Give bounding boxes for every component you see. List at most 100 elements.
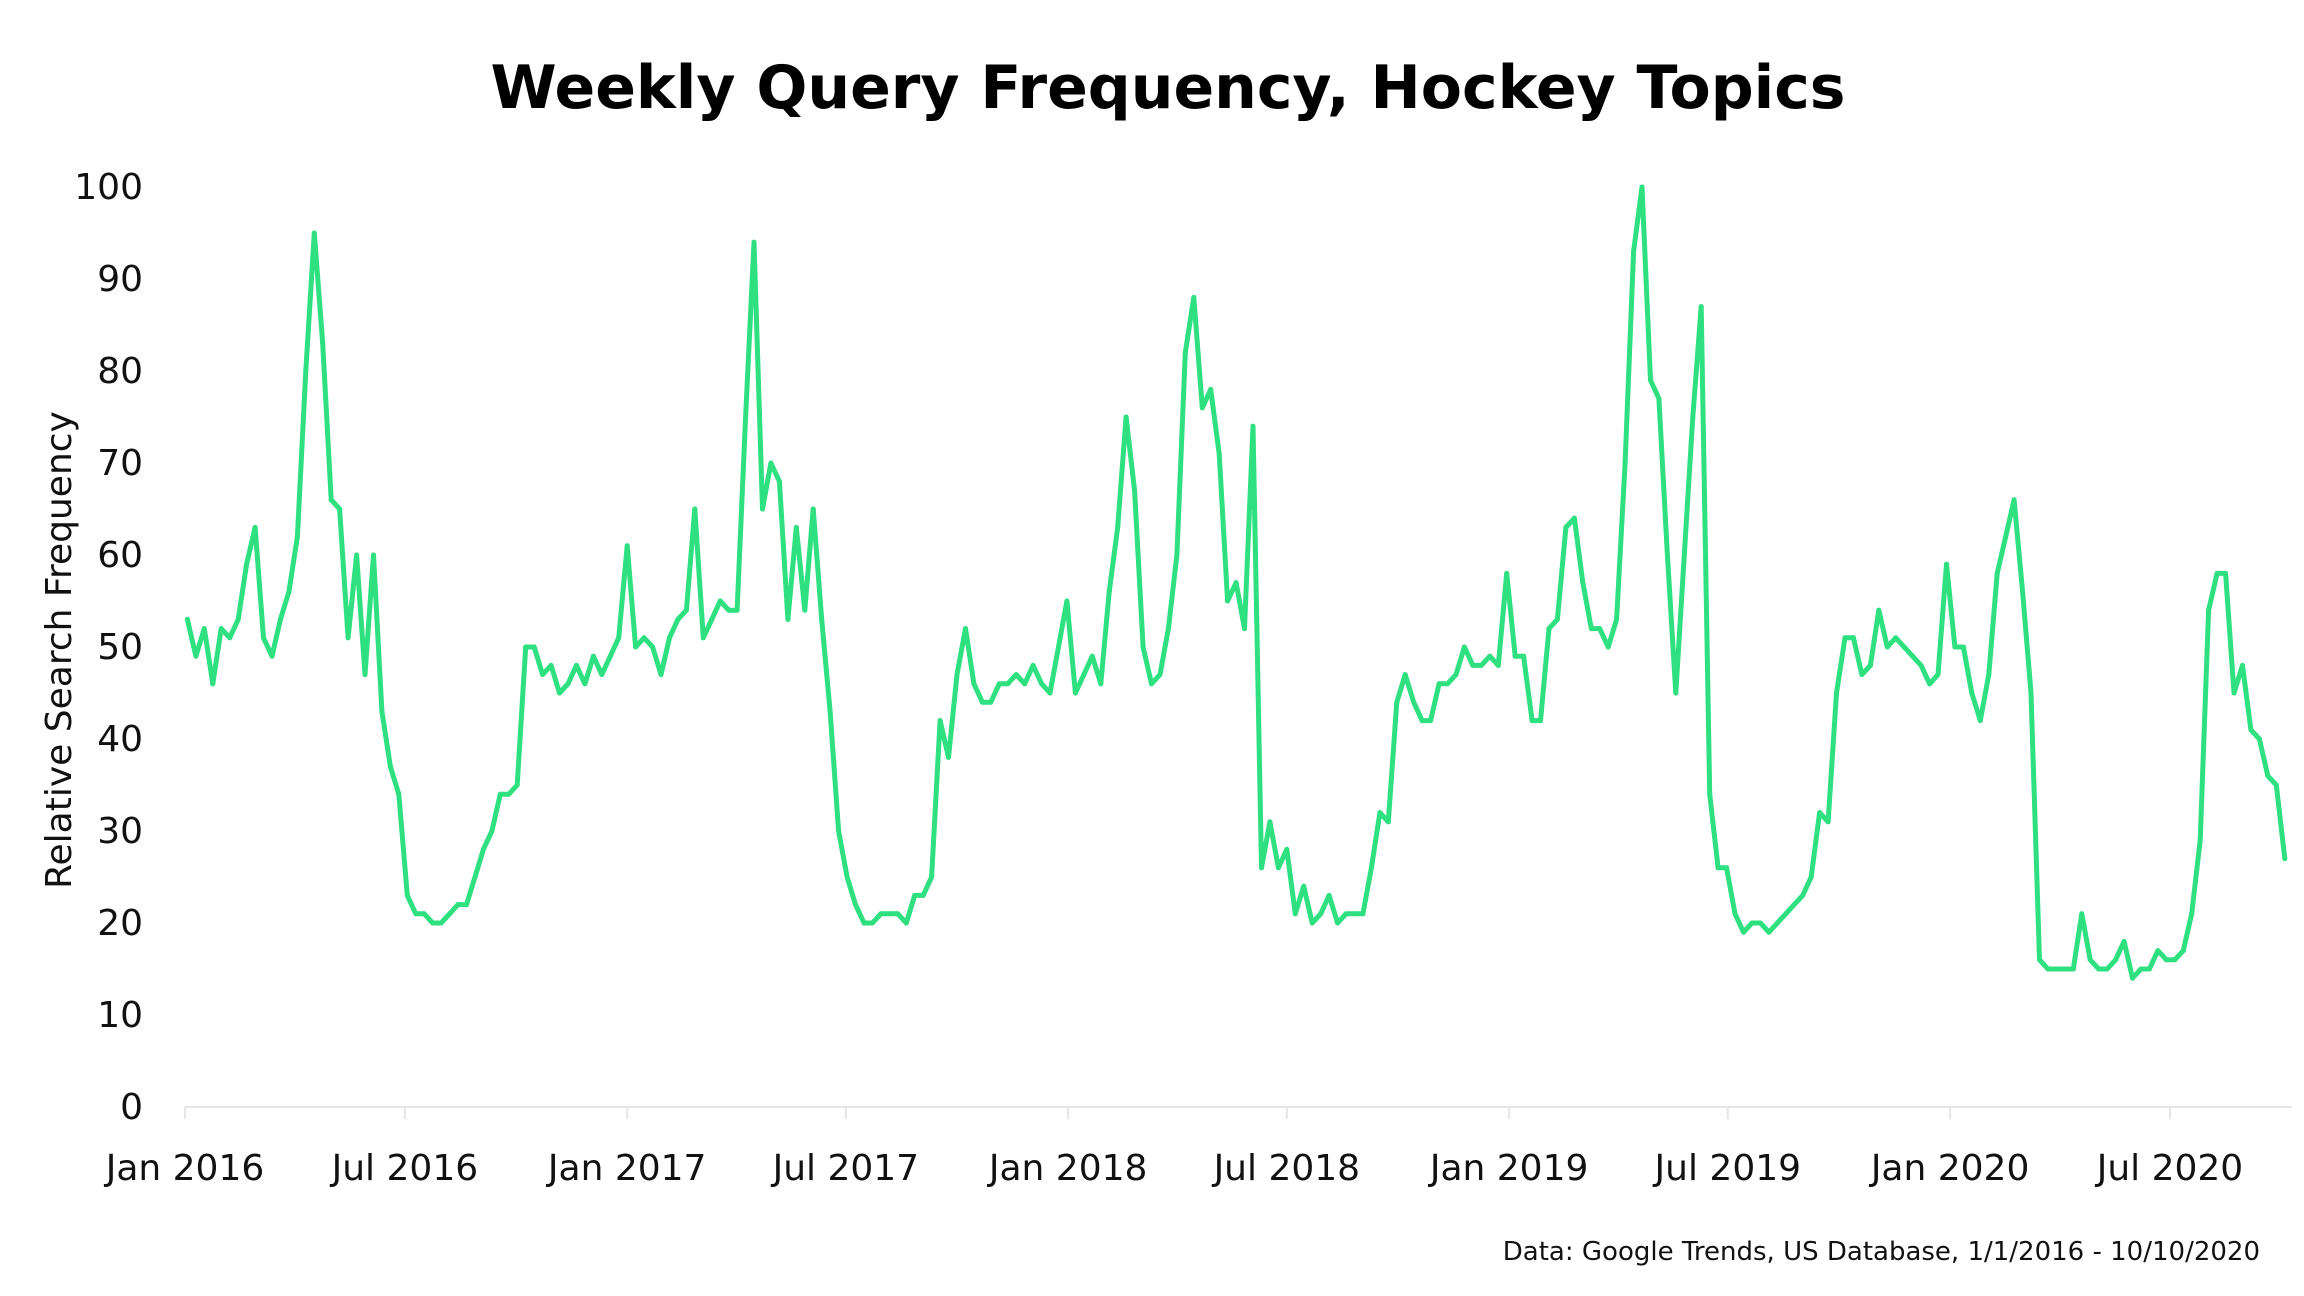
data-point: [1597, 626, 1603, 632]
data-point: [311, 230, 317, 236]
data-point: [396, 791, 402, 797]
data-point: [1859, 672, 1865, 678]
data-point: [1977, 718, 1983, 724]
data-point: [692, 506, 698, 512]
data-point: [1732, 911, 1738, 917]
data-point: [1098, 681, 1104, 687]
data-point: [1461, 644, 1467, 650]
data-point: [1368, 865, 1374, 871]
data-point: [1834, 690, 1839, 696]
data-point: [886, 911, 892, 917]
x-tick-label: Jul 2016: [330, 1148, 479, 1189]
data-point: [1487, 653, 1493, 659]
data-point: [371, 552, 376, 558]
data-point: [1385, 819, 1391, 825]
x-tick-label: Jan 2017: [546, 1148, 707, 1189]
data-point: [861, 920, 867, 926]
data-point: [1216, 451, 1222, 457]
data-point: [1741, 929, 1746, 935]
data-point: [1301, 883, 1307, 889]
data-point: [810, 506, 816, 512]
data-point: [1047, 690, 1053, 696]
data-point: [2240, 662, 2245, 668]
data-point: [2003, 534, 2009, 540]
data-point: [607, 653, 613, 659]
x-tick-label: Jul 2019: [1653, 1148, 1802, 1189]
data-point: [2180, 948, 2186, 954]
data-point: [1969, 690, 1975, 696]
data-point: [1681, 552, 1687, 558]
data-point: [447, 911, 453, 917]
data-point: [455, 902, 461, 908]
data-point: [1233, 580, 1239, 586]
data-point: [2214, 570, 2220, 576]
data-point: [480, 846, 486, 852]
data-point: [1605, 644, 1611, 650]
data-point: [286, 589, 292, 595]
data-point: [836, 828, 842, 834]
y-tick-label: 20: [97, 903, 143, 944]
data-point: [1910, 653, 1916, 659]
data-point: [633, 644, 639, 650]
x-tick-label: Jan 2020: [1869, 1148, 2030, 1189]
data-point: [599, 672, 605, 678]
data-point: [946, 754, 951, 760]
data-point: [362, 672, 368, 678]
data-point: [853, 902, 858, 908]
data-point: [1495, 662, 1501, 668]
data-point: [438, 920, 444, 926]
y-axis-label: Relative Search Frequency: [39, 411, 80, 889]
data-point: [2282, 856, 2288, 862]
data-point: [1766, 929, 1772, 935]
data-point: [1639, 184, 1645, 190]
data-point: [328, 497, 334, 503]
data-point: [506, 791, 512, 797]
x-tick-label: Jul 2017: [771, 1148, 920, 1189]
data-point: [1867, 662, 1873, 668]
data-point: [345, 635, 351, 641]
data-point: [1673, 690, 1679, 696]
data-point: [641, 635, 647, 641]
data-point: [387, 764, 393, 770]
data-point: [1884, 644, 1890, 650]
x-tick-label: Jan 2018: [987, 1148, 1148, 1189]
data-point: [531, 644, 537, 650]
data-point: [929, 874, 935, 880]
data-point: [2011, 497, 2017, 503]
y-tick-label: 70: [97, 443, 143, 484]
data-point: [1208, 386, 1214, 392]
data-point: [1250, 423, 1256, 429]
data-point: [963, 626, 968, 632]
data-point: [912, 892, 918, 898]
data-point: [1199, 405, 1205, 411]
data-point: [2273, 782, 2279, 788]
data-point: [734, 607, 740, 613]
data-point: [184, 616, 190, 622]
x-axis-ticks: Jan 2016 Jul 2016 Jan 2017 Jul 2017 Jan 2018…: [104, 1107, 2243, 1189]
data-point: [1453, 672, 1459, 678]
data-point: [2087, 957, 2093, 963]
data-point: [218, 626, 224, 632]
data-point: [1808, 874, 1814, 880]
data-point: [768, 460, 774, 466]
data-point: [1563, 524, 1569, 530]
data-point: [878, 911, 884, 917]
data-point: [971, 681, 977, 687]
data-point: [1436, 681, 1442, 687]
data-point: [1918, 662, 1924, 668]
data-point: [2248, 727, 2254, 733]
data-point: [819, 616, 825, 622]
data-point: [1952, 644, 1958, 650]
data-point: [1022, 681, 1028, 687]
chart-title: Weekly Query Frequency, Hockey Topics: [490, 53, 1845, 123]
y-tick-label: 50: [97, 627, 143, 668]
data-point: [1791, 902, 1797, 908]
data-point: [1470, 662, 1476, 668]
data-point: [1960, 644, 1966, 650]
data-point: [1242, 626, 1247, 632]
y-tick-label: 80: [97, 351, 143, 392]
data-point: [988, 699, 994, 705]
data-point: [996, 681, 1002, 687]
data-point: [1191, 294, 1197, 300]
data-point: [658, 672, 664, 678]
